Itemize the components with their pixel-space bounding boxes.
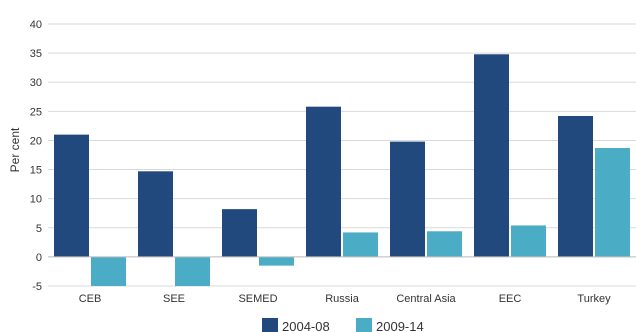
x-tick-label: CEB [79, 293, 102, 305]
bar-semed-2009-14 [259, 256, 294, 266]
legend-swatch [262, 318, 278, 332]
y-tick-label: 15 [30, 165, 42, 177]
y-tick-label: -5 [32, 281, 42, 293]
x-tick-label: SEE [163, 293, 185, 305]
legend-swatch [356, 318, 372, 332]
legend: 2004-08 2009-14 [262, 318, 424, 332]
bar-see-2009-14 [175, 256, 210, 286]
bar-russia-2009-14 [343, 232, 378, 257]
legend-label: 2009-14 [376, 319, 424, 332]
y-tick-label: 35 [30, 48, 42, 60]
y-tick-label: 30 [30, 77, 42, 89]
bar-central-asia-2009-14 [427, 231, 462, 257]
x-tick-label: Turkey [577, 293, 611, 305]
y-tick-label: 5 [36, 223, 42, 235]
x-tick-label: SEMED [238, 293, 277, 305]
x-tick-label: EEC [499, 293, 522, 305]
bar-ceb-2004-08 [54, 134, 89, 257]
bar-ceb-2009-14 [91, 256, 126, 286]
y-tick-label: 20 [30, 135, 42, 147]
gridlines [48, 23, 636, 287]
y-tick-label: 40 [30, 19, 42, 31]
bars [54, 54, 630, 286]
y-tick-label: 0 [36, 252, 42, 264]
bar-turkey-2004-08 [558, 115, 593, 257]
y-tick-label: 10 [30, 194, 42, 206]
bar-eec-2009-14 [511, 225, 546, 257]
bar-see-2004-08 [138, 171, 173, 257]
bar-semed-2004-08 [222, 209, 257, 257]
bar-turkey-2009-14 [595, 148, 630, 257]
y-axis-label: Per cent [8, 127, 22, 172]
x-tick-label: Central Asia [396, 293, 456, 305]
bar-russia-2004-08 [306, 106, 341, 257]
y-tick-label: 25 [30, 106, 42, 118]
legend-label: 2004-08 [282, 319, 330, 332]
x-tick-label: Russia [325, 293, 360, 305]
bar-eec-2004-08 [474, 54, 509, 257]
bar-central-asia-2004-08 [390, 141, 425, 257]
y-axis-ticks: -5 0 5 10 15 20 25 30 35 40 [30, 19, 42, 293]
x-axis-ticks: CEB SEE SEMED Russia Central Asia EEC Turkey [79, 293, 611, 305]
